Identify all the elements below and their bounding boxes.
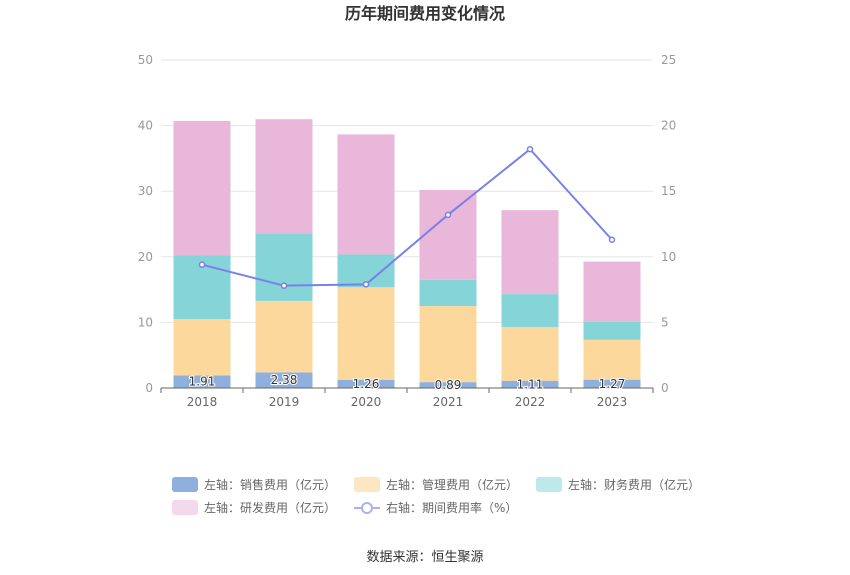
data-labels: 1.91 2.38 1.26 0.89 1.11 1.27	[188, 372, 627, 393]
y-right-tick-label: 15	[661, 184, 676, 198]
legend-label-finance: 左轴：财务费用（亿元）	[568, 477, 701, 492]
x-tick-label: 2020	[351, 395, 382, 409]
legend-item-rate[interactable]: 右轴：期间费用率（%）	[354, 499, 517, 516]
grid	[161, 59, 653, 323]
legend-swatch-rd	[172, 499, 198, 515]
y-right-tick-label: 5	[661, 315, 669, 329]
y-left-tick-label: 40	[138, 119, 153, 133]
y-left-tick-label: 50	[138, 53, 153, 67]
bar-segment[interactable]	[583, 321, 641, 340]
bar-segment[interactable]	[255, 119, 313, 234]
bar-segment[interactable]	[501, 294, 559, 327]
rate-point[interactable]	[362, 281, 370, 288]
legend-row-1: 左轴：销售费用（亿元） 左轴：管理费用（亿元） 左轴：财务费用（亿元）	[172, 474, 718, 494]
y-right-tick-label: 25	[661, 53, 676, 67]
bar-data-label: 0.89	[435, 378, 462, 392]
bar-segment[interactable]	[255, 372, 313, 388]
bar-segment[interactable]	[501, 210, 559, 295]
bar-segment[interactable]	[501, 326, 559, 381]
bar-segment[interactable]	[419, 279, 477, 307]
y-axis-left: 0 10 20 30 40 50	[138, 53, 153, 395]
y-axis-right: 0 5 10 15 20 25	[661, 53, 676, 395]
legend-label-admin: 左轴：管理费用（亿元）	[386, 477, 519, 492]
bar-segment[interactable]	[255, 233, 313, 301]
legend-swatch-rate	[354, 500, 381, 515]
bar-segment[interactable]	[583, 261, 641, 322]
bar-data-label: 2.38	[271, 373, 298, 387]
bar-data-label: 1.27	[599, 377, 626, 391]
x-tick-label: 2019	[269, 395, 300, 409]
x-tick-label: 2018	[187, 395, 218, 409]
chart-title: 历年期间费用变化情况	[345, 4, 505, 23]
rate-point[interactable]	[526, 145, 534, 153]
legend-row-2: 左轴：研发费用（亿元） 右轴：期间费用率（%）	[172, 497, 535, 517]
legend-label-sales: 左轴：销售费用（亿元）	[204, 477, 337, 492]
y-right-tick-label: 10	[661, 250, 676, 264]
bar-segment[interactable]	[173, 319, 231, 376]
y-right-tick-label: 20	[661, 119, 676, 133]
bar-segment[interactable]	[419, 306, 477, 383]
bar-data-label: 1.91	[189, 375, 216, 389]
rate-point[interactable]	[608, 236, 616, 243]
x-tick-label: 2021	[433, 395, 464, 409]
y-left-tick-label: 10	[138, 315, 153, 329]
bar-segment[interactable]	[501, 380, 559, 388]
rate-point[interactable]	[444, 211, 452, 219]
legend-swatch-sales	[172, 476, 198, 492]
rate-line	[198, 145, 616, 289]
rate-point[interactable]	[280, 282, 288, 289]
bar-segment[interactable]	[173, 375, 231, 388]
bar-segment[interactable]	[255, 300, 313, 373]
legend-label-rate: 右轴：期间费用率（%）	[386, 500, 518, 515]
rate-line-path	[201, 147, 613, 287]
bar-segment[interactable]	[337, 379, 395, 388]
bar-segment[interactable]	[419, 189, 477, 280]
y-left-tick-label: 20	[138, 250, 153, 264]
rate-point[interactable]	[198, 261, 206, 268]
x-tick-label: 2022	[515, 395, 546, 409]
legend-item-finance[interactable]: 左轴：财务费用（亿元）	[536, 476, 700, 493]
x-tick-label: 2023	[597, 395, 628, 409]
bars	[173, 119, 641, 388]
legend-item-sales[interactable]: 左轴：销售费用（亿元）	[172, 476, 336, 493]
legend-swatch-admin	[354, 476, 381, 492]
bar-data-label: 1.11	[517, 377, 544, 391]
data-source: 数据来源：恒生聚源	[366, 550, 484, 565]
x-axis: 2018 2019 2020 2021 2022 2023	[160, 387, 654, 409]
legend-swatch-finance	[536, 476, 563, 492]
legend-label-rd: 左轴：研发费用（亿元）	[204, 500, 337, 515]
y-left-tick-label: 30	[138, 184, 153, 198]
bar-segment[interactable]	[337, 134, 395, 255]
bar-segment[interactable]	[173, 120, 231, 256]
y-left-tick-label: 0	[145, 381, 153, 395]
bar-data-label: 1.26	[353, 377, 380, 391]
bar-segment[interactable]	[583, 379, 641, 388]
y-right-tick-label: 0	[661, 381, 669, 395]
legend-item-admin[interactable]: 左轴：管理费用（亿元）	[354, 476, 518, 493]
bar-segment[interactable]	[419, 382, 477, 388]
bar-segment[interactable]	[337, 287, 395, 380]
legend-item-rd[interactable]: 左轴：研发费用（亿元）	[172, 499, 336, 516]
bar-segment[interactable]	[583, 339, 641, 380]
